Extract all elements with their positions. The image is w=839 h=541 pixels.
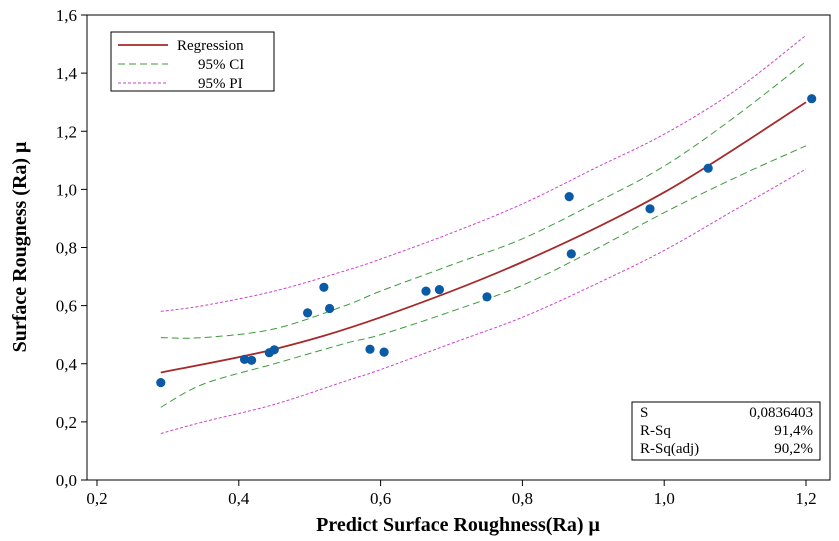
data-point-10 xyxy=(379,347,389,357)
data-point-15 xyxy=(566,249,576,259)
ci-lower-line xyxy=(160,145,807,408)
y-tick-label: 1,4 xyxy=(56,64,78,83)
ci-band xyxy=(160,61,807,408)
x-tick-label: 1,0 xyxy=(654,489,675,508)
pi-lower-line xyxy=(160,168,807,434)
data-point-7 xyxy=(319,282,329,292)
legend-pi-label: 95% PI xyxy=(198,76,243,92)
x-tick-label: 0,4 xyxy=(228,489,250,508)
data-point-8 xyxy=(325,303,335,314)
x-tick-label: 0,2 xyxy=(86,489,107,508)
stats-value: 91,4% xyxy=(774,423,813,439)
data-point-16 xyxy=(645,204,655,214)
data-point-1 xyxy=(156,378,166,388)
stats-box: S 0,0836403 R-Sq 91,4% R-Sq(adj) 90,2% xyxy=(631,401,821,461)
data-point-11 xyxy=(421,286,431,296)
stats-label: S xyxy=(640,405,648,421)
data-point-2 xyxy=(239,354,250,364)
y-tick-label: 1,0 xyxy=(56,180,77,199)
data-point-5 xyxy=(269,345,279,355)
pi-upper-line xyxy=(160,34,807,312)
data-point-17 xyxy=(703,163,713,173)
y-tick-label: 0,2 xyxy=(56,413,77,432)
data-point-12 xyxy=(434,285,444,295)
y-tick-label: 0,8 xyxy=(56,239,77,258)
legend-regression-label: Regression xyxy=(177,38,244,54)
y-tick-label: 1,2 xyxy=(56,122,77,141)
stats-label: R-Sq(adj) xyxy=(640,441,699,457)
regression-line-group xyxy=(160,101,807,374)
data-point-6 xyxy=(303,308,313,318)
data-point-18 xyxy=(807,94,817,104)
y-tick-label: 0,4 xyxy=(56,355,78,374)
regression-line xyxy=(160,101,807,374)
y-tick-label: 0,0 xyxy=(56,471,77,490)
legend: Regression 95% CI 95% PI xyxy=(110,31,275,92)
data-point-13 xyxy=(482,292,492,302)
x-tick-label: 0,6 xyxy=(370,489,391,508)
x-tick-label: 0,8 xyxy=(512,489,533,508)
pi-band xyxy=(160,34,807,434)
x-tick-label: 1,2 xyxy=(795,489,816,508)
stats-frame xyxy=(631,401,821,461)
ci-upper-line xyxy=(160,61,807,339)
stats-value: 0,0836403 xyxy=(749,405,813,421)
data-points xyxy=(156,94,817,388)
legend-ci-label: 95% CI xyxy=(198,57,244,73)
legend-box xyxy=(110,31,275,92)
data-point-3 xyxy=(247,355,257,365)
x-axis-title: Predict Surface Roughness(Ra) μ xyxy=(316,514,600,536)
data-point-9 xyxy=(365,344,375,354)
y-tick-label: 1,6 xyxy=(56,6,77,25)
x-axis: 0,2 0,4 0,6 0,8 1,0 1,2 xyxy=(86,480,817,508)
y-tick-label: 0,6 xyxy=(56,297,77,316)
stats-value: 90,2% xyxy=(774,441,813,457)
y-axis: 0,0 0,2 0,4 0,6 0,8 1,0 1,2 1,4 1,6 xyxy=(56,6,87,490)
stats-label: R-Sq xyxy=(640,423,671,439)
y-axis-title: Surface Rougness (Ra) μ xyxy=(9,141,31,352)
data-point-14 xyxy=(564,192,574,202)
